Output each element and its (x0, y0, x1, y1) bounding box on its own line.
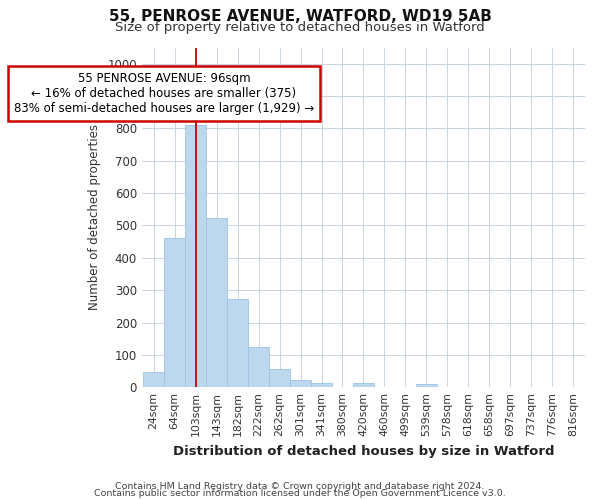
Bar (185, 125, 206, 388)
Bar (143, 372, 164, 388)
Bar (353, 383, 374, 388)
Bar (206, 218, 227, 388)
Text: Size of property relative to detached houses in Watford: Size of property relative to detached ho… (115, 21, 485, 34)
Text: Contains public sector information licensed under the Open Government Licence v3: Contains public sector information licen… (94, 489, 506, 498)
Bar (164, 238, 185, 388)
Text: Contains HM Land Registry data © Crown copyright and database right 2024.: Contains HM Land Registry data © Crown c… (115, 482, 485, 491)
Bar (416, 384, 437, 388)
Text: 55, PENROSE AVENUE, WATFORD, WD19 5AB: 55, PENROSE AVENUE, WATFORD, WD19 5AB (109, 9, 491, 24)
Bar (269, 369, 290, 388)
Text: 55 PENROSE AVENUE: 96sqm
← 16% of detached houses are smaller (375)
83% of semi-: 55 PENROSE AVENUE: 96sqm ← 16% of detach… (14, 72, 314, 115)
Bar (227, 299, 248, 388)
Bar (311, 383, 332, 388)
Bar (248, 347, 269, 388)
X-axis label: Distribution of detached houses by size in Watford: Distribution of detached houses by size … (173, 444, 554, 458)
Bar (290, 380, 311, 388)
Y-axis label: Number of detached properties: Number of detached properties (88, 124, 101, 310)
